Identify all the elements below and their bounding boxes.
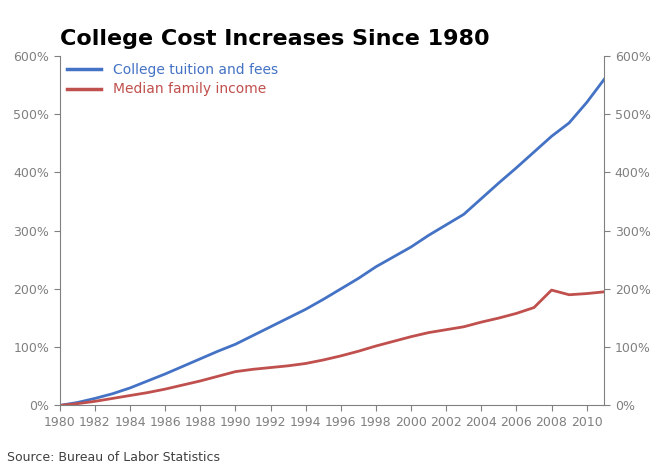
Legend: College tuition and fees, Median family income: College tuition and fees, Median family … bbox=[66, 63, 278, 96]
Text: College Cost Increases Since 1980: College Cost Increases Since 1980 bbox=[60, 29, 489, 49]
Text: Source: Bureau of Labor Statistics: Source: Bureau of Labor Statistics bbox=[7, 451, 220, 464]
